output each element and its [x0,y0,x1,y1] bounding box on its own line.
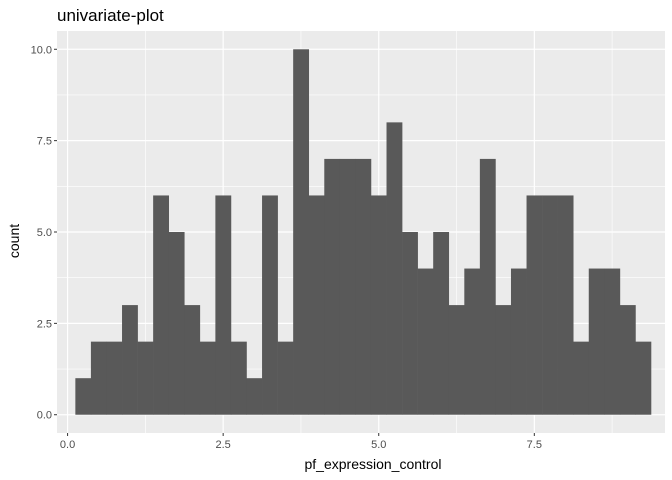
y-tick-label: 7.5 [37,136,52,148]
histogram-bar [106,341,123,415]
histogram-bar [370,195,387,415]
histogram-bar [417,268,434,415]
histogram-bar [604,268,621,415]
histogram-bar [324,158,341,415]
x-tick-label: 7.5 [527,439,542,451]
x-tick-label: 2.5 [216,439,231,451]
y-tick-label: 10.0 [31,44,52,56]
histogram-bar [355,158,372,415]
histogram-bar [619,305,636,415]
y-tick-label: 5.0 [37,227,52,239]
y-axis: 0.0 2.5 5.0 7.5 10.0 [31,44,57,422]
x-tick-label: 0.0 [60,439,75,451]
histogram-bar [448,305,465,415]
chart-title: univariate-plot [57,6,164,25]
histogram-bar [573,341,590,415]
histogram-bar [293,49,310,415]
histogram-bar [339,158,356,415]
histogram-bar [588,268,605,415]
histogram-bar [122,305,138,415]
histogram-bar [262,195,278,415]
histogram-bar [510,268,527,415]
histogram-bar [464,268,481,415]
histogram-bar [184,305,201,415]
y-axis-label: count [6,224,22,258]
y-tick-label: 2.5 [37,318,52,330]
x-tick-label: 5.0 [371,439,386,451]
histogram-bar [277,341,294,415]
histogram-bar [433,232,450,415]
histogram-bar [402,232,418,415]
histogram-bar [308,195,325,415]
histogram-bar [230,341,247,415]
x-axis-label: pf_expression_control [305,456,442,472]
histogram-bar [90,341,107,415]
histogram-bar [168,232,185,415]
y-tick-label: 0.0 [37,410,52,422]
histogram-bar [153,195,170,415]
histogram-bar [635,341,652,415]
histogram-bar [479,158,496,415]
histogram-bar [386,122,403,415]
histogram-bar [75,378,92,415]
histogram-bar [137,341,154,415]
histogram-bar [246,378,263,415]
histogram-bar [215,195,232,415]
histogram-bar [557,195,574,415]
histogram-bar [495,305,512,415]
histogram-bar [542,195,558,415]
histogram-bar [526,195,543,415]
x-axis: 0.0 2.5 5.0 7.5 [60,433,542,451]
bars [75,49,652,415]
histogram-bar [199,341,216,415]
